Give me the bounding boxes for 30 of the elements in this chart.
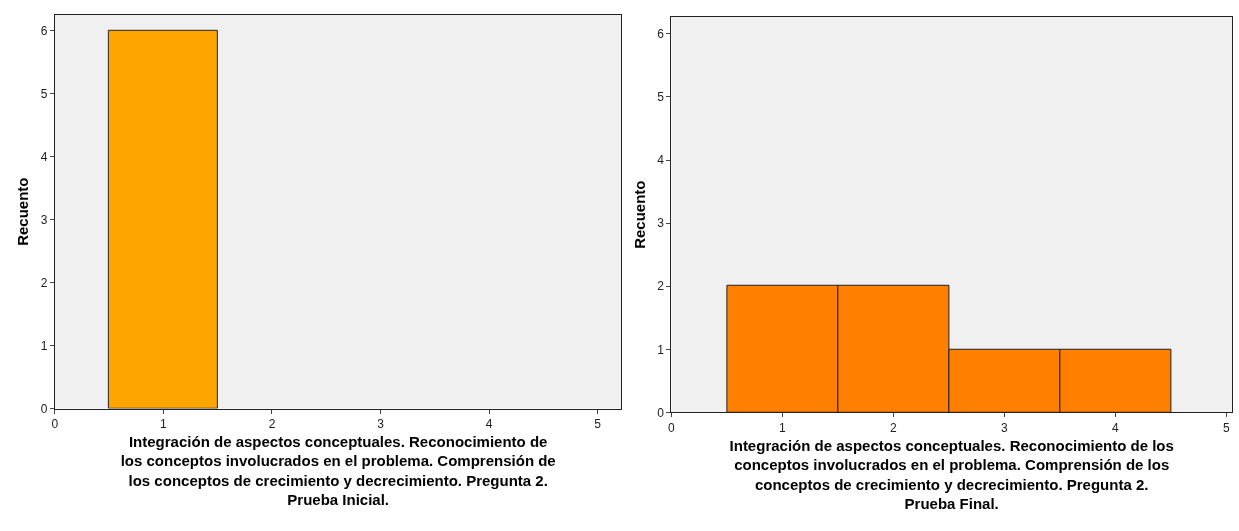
x-tick-label: 0: [51, 416, 59, 431]
x-axis-title: Integración de aspectos conceptuales. Reconocimiento de los conceptos involucrados en el problema. Comprensión de los conceptos de crecimiento y decrecimiento. Pregunta 2. Prueba Inicial.: [120, 432, 556, 509]
x-tick-label: 5: [1223, 420, 1231, 435]
y-tick-label: 0: [657, 405, 665, 420]
y-tick-label: 4: [657, 153, 665, 168]
y-tick-label: 2: [40, 275, 48, 290]
x-tick-label: 2: [268, 416, 276, 431]
x-tick-label: 3: [1001, 420, 1009, 435]
x-tick-label: 0: [668, 420, 676, 435]
x-tick-label: 4: [485, 416, 493, 431]
y-tick-label: 5: [40, 86, 48, 101]
y-tick-label: 6: [40, 23, 48, 38]
y-tick-label: 1: [40, 338, 48, 353]
y-tick-label: 3: [40, 212, 48, 227]
y-tick-label: 4: [40, 149, 48, 164]
y-tick-label: 0: [40, 401, 48, 416]
x-tick-label: 5: [594, 416, 602, 431]
x-tick-label: 2: [890, 420, 898, 435]
y-tick-label: 2: [657, 279, 665, 294]
y-tick-label: 3: [657, 216, 665, 231]
x-tick-label: 4: [1112, 420, 1120, 435]
y-tick-label: 1: [657, 342, 665, 357]
x-axis-title: Integración de aspectos conceptuales. Reconocimiento de los conceptos involucrados en el problema. Comprensión de los conceptos de crecimiento y decrecimiento. Pregunta 2. Prueba Final.: [729, 436, 1174, 513]
x-tick-label: 1: [160, 416, 168, 431]
y-axis-title: Recuento: [630, 180, 648, 249]
y-axis-title: Recuento: [14, 177, 32, 246]
y-tick-label: 5: [657, 90, 665, 105]
y-tick-label: 6: [657, 27, 665, 42]
x-tick-label: 1: [779, 420, 787, 435]
x-tick-label: 3: [377, 416, 385, 431]
